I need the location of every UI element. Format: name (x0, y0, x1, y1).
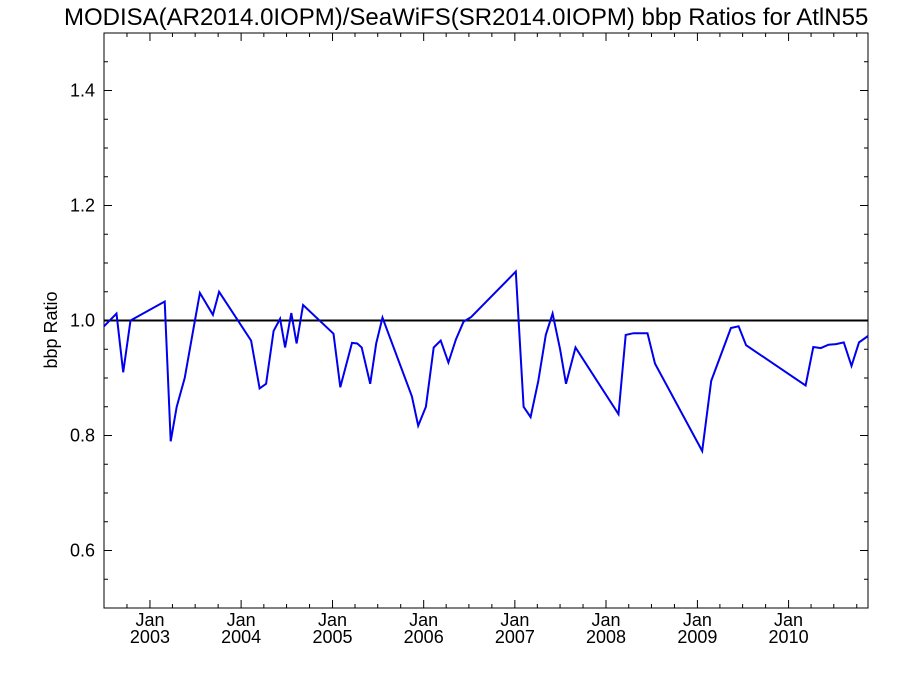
x-tick-year: 2006 (404, 627, 444, 647)
y-tick-label: 0.6 (70, 541, 95, 561)
axes: 0.60.81.01.21.4Jan2003Jan2004Jan2005Jan2… (70, 32, 869, 647)
x-tick-year: 2008 (586, 627, 626, 647)
x-tick-month: Jan (774, 610, 803, 630)
x-tick-month: Jan (318, 610, 347, 630)
x-tick-month: Jan (683, 610, 712, 630)
x-tick-month: Jan (227, 610, 256, 630)
series-line (103, 269, 869, 455)
y-tick-label: 0.8 (70, 426, 95, 446)
x-tick-month: Jan (591, 610, 620, 630)
y-tick-label: 1.2 (70, 196, 95, 216)
x-tick-year: 2004 (221, 627, 261, 647)
x-tick-year: 2003 (130, 627, 170, 647)
chart-title: MODISA(AR2014.0IOPM)/SeaWiFS(SR2014.0IOP… (64, 4, 868, 31)
x-tick-year: 2010 (769, 627, 809, 647)
x-tick-year: 2009 (677, 627, 717, 647)
x-tick-month: Jan (135, 610, 164, 630)
x-tick-year: 2005 (313, 627, 353, 647)
y-tick-label: 1.4 (70, 81, 95, 101)
series-layer (103, 269, 869, 455)
y-tick-label: 1.0 (70, 311, 95, 331)
y-axis-label: bbp Ratio (41, 291, 61, 368)
x-tick-month: Jan (409, 610, 438, 630)
x-tick-month: Jan (500, 610, 529, 630)
x-tick-year: 2007 (495, 627, 535, 647)
